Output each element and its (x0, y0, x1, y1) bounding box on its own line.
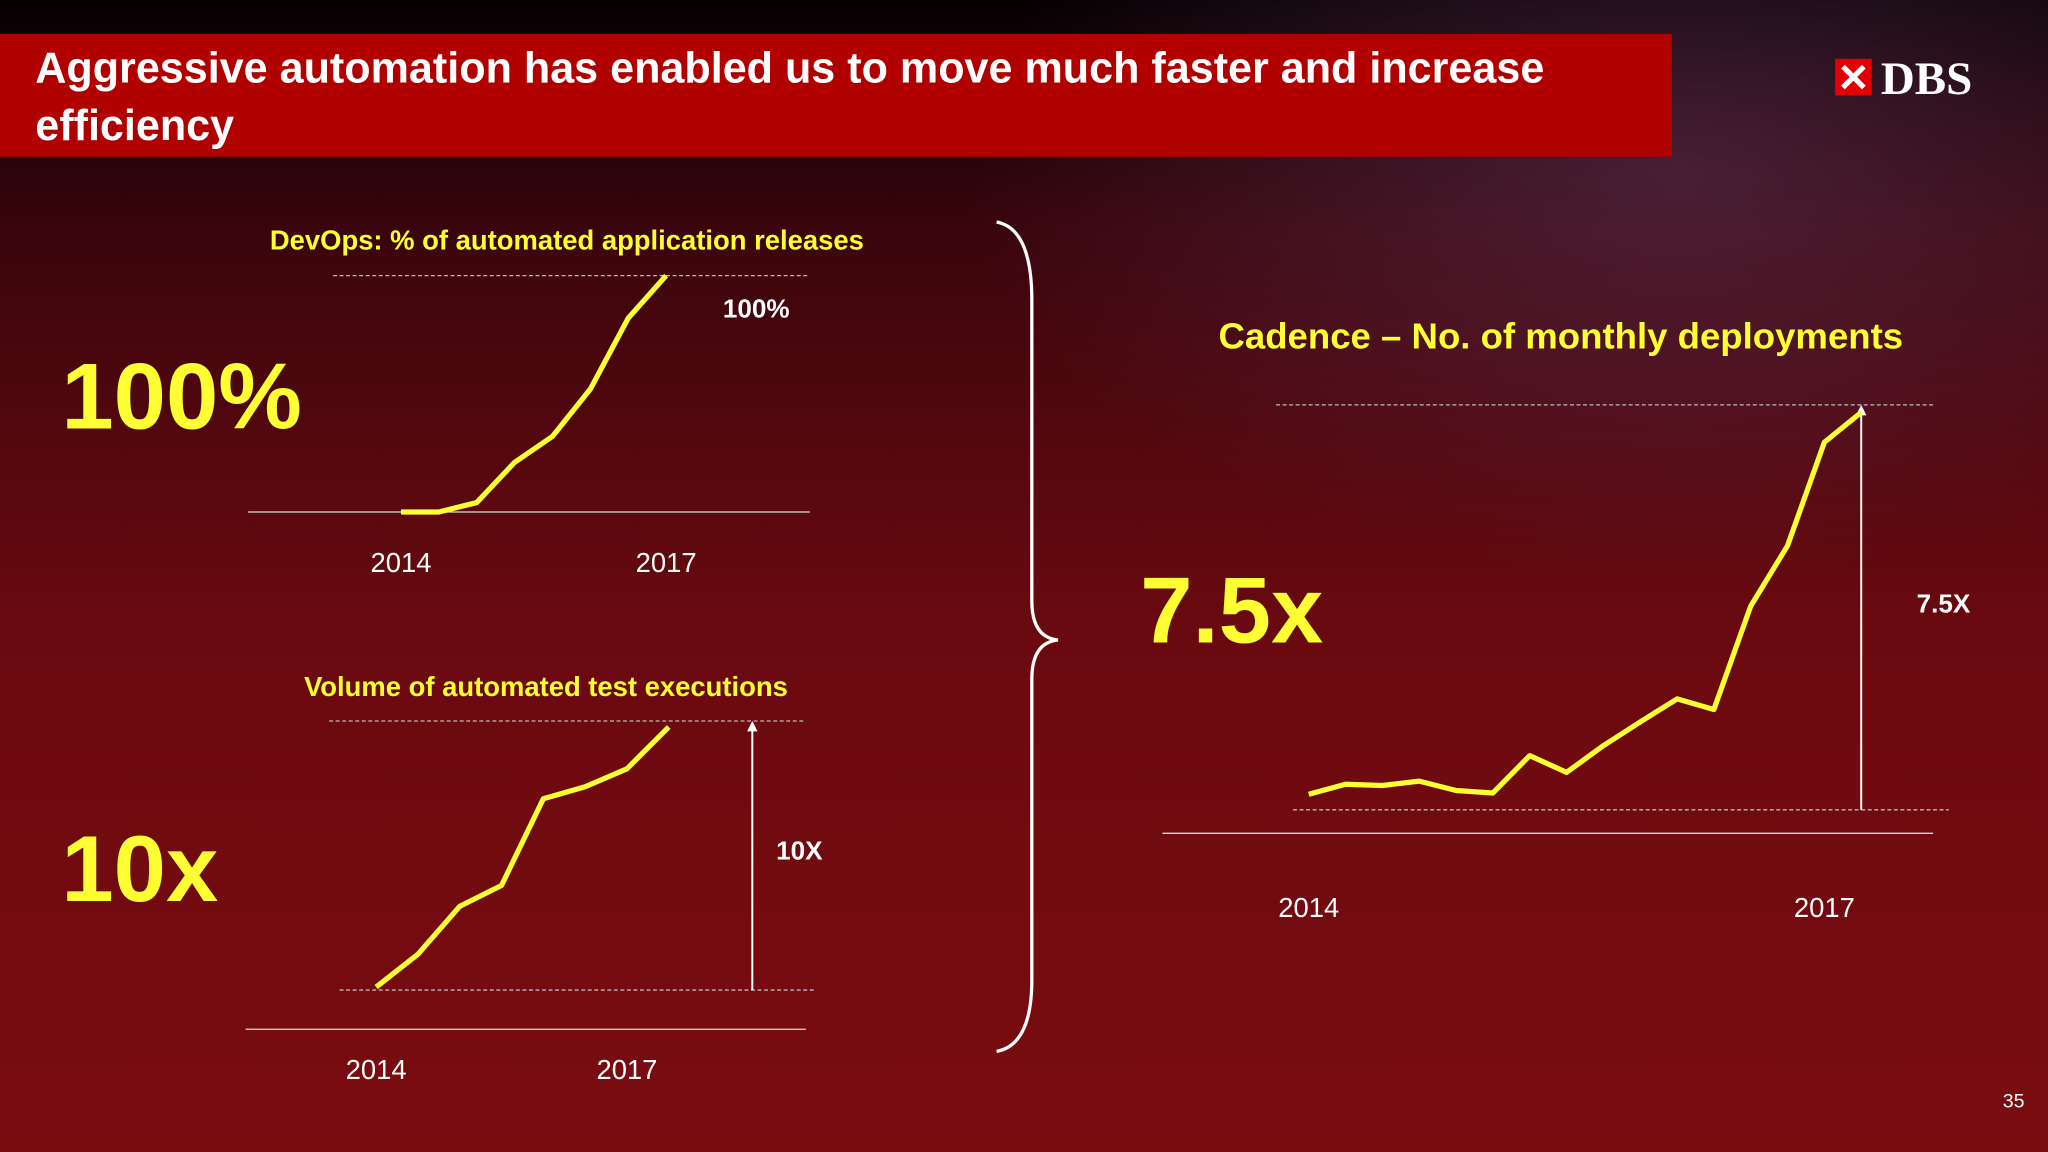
headline-figure: 10x (61, 816, 218, 921)
data-line (400, 273, 669, 515)
annotation: 10X (776, 835, 823, 865)
header-bar (0, 33, 1672, 157)
logo-cross (1841, 64, 1866, 90)
brace (996, 220, 1059, 1054)
chart-title: DevOps: % of automated application relea… (270, 224, 864, 255)
slide-title: Aggressive automation has enabled us to … (35, 43, 1545, 149)
headline-figure: 7.5x (1140, 558, 1323, 663)
data-line (374, 725, 671, 990)
data-line (1308, 410, 1863, 797)
annotation: 7.5X (1917, 589, 1971, 619)
page-number: 35 (2003, 1091, 2025, 1113)
chart-title: Volume of automated test executions (304, 671, 788, 702)
x-tick-label: 2017 (1794, 892, 1855, 923)
logo-text: DBS (1881, 53, 1972, 105)
x-tick-label: 2014 (370, 547, 431, 578)
chart-title: Cadence – No. of monthly deployments (1218, 316, 1903, 357)
headline-figure: 100% (61, 343, 302, 448)
annotation: 100% (723, 293, 790, 323)
x-tick-label: 2017 (636, 547, 697, 578)
header-box: Aggressive automation has enabled us to … (35, 43, 1545, 149)
x-tick-label: 2014 (1278, 892, 1339, 923)
arrow-head (747, 720, 758, 732)
x-tick-label: 2014 (346, 1054, 407, 1085)
x-tick-label: 2017 (596, 1054, 657, 1085)
